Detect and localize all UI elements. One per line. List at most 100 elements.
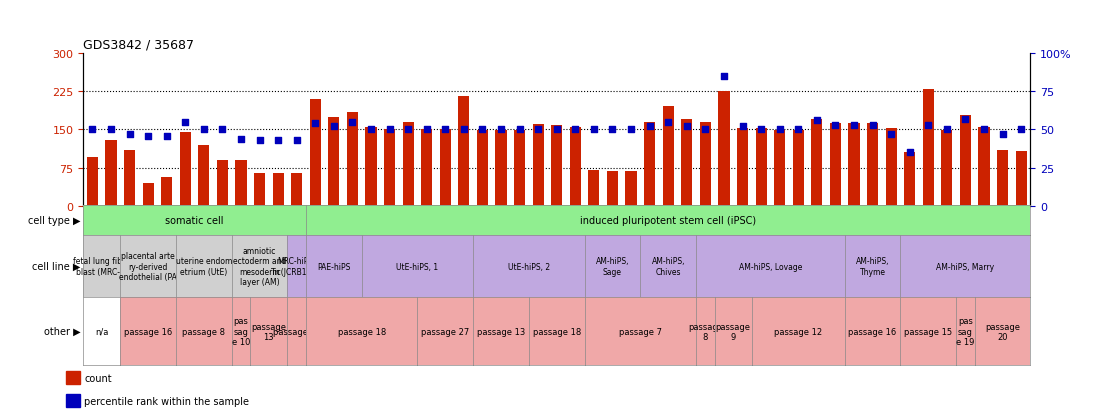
Bar [663, 107, 674, 206]
Point [752, 127, 770, 133]
Point [399, 127, 417, 133]
Text: AM-hiPS,
Sage: AM-hiPS, Sage [596, 257, 629, 276]
Bar [161, 178, 172, 206]
Text: MRC-hiPS,
Tic(JCRB1331: MRC-hiPS, Tic(JCRB1331 [271, 257, 322, 276]
Point [640, 124, 658, 131]
Point [808, 118, 825, 124]
Text: passage
8: passage 8 [688, 322, 722, 341]
Bar [756, 129, 767, 206]
Text: AM-hiPS, Marry: AM-hiPS, Marry [936, 262, 995, 271]
Point [938, 127, 956, 133]
Bar [830, 123, 841, 206]
Bar [402, 122, 413, 206]
Bar [495, 131, 506, 206]
Point [566, 127, 584, 133]
Bar [328, 117, 339, 206]
Point [102, 127, 120, 133]
Point [920, 122, 937, 129]
Bar [737, 129, 748, 206]
Point [901, 150, 919, 157]
Text: passage
13: passage 13 [252, 322, 286, 341]
Bar [217, 161, 228, 206]
Text: GDS3842 / 35687: GDS3842 / 35687 [83, 38, 194, 51]
Point [845, 122, 863, 129]
Point [381, 127, 399, 133]
Text: other ▶: other ▶ [44, 326, 81, 337]
Point [511, 127, 529, 133]
Bar [459, 97, 470, 206]
Point [492, 127, 510, 133]
Text: uterine endom
etrium (UtE): uterine endom etrium (UtE) [176, 257, 232, 276]
Bar [942, 131, 953, 206]
Bar [774, 131, 786, 206]
Bar [66, 371, 80, 385]
Text: passage 12: passage 12 [774, 327, 822, 336]
Bar [476, 131, 488, 206]
Point [307, 121, 325, 127]
Point [530, 127, 547, 133]
Text: passage 16: passage 16 [124, 327, 172, 336]
Text: pas
sag
e 10: pas sag e 10 [232, 317, 250, 346]
Text: passage 16: passage 16 [849, 327, 896, 336]
Point [623, 127, 640, 133]
Point [195, 127, 213, 133]
Bar [310, 100, 321, 206]
Bar [904, 153, 915, 206]
Point [83, 127, 101, 133]
Bar [198, 145, 209, 206]
Point [771, 127, 789, 133]
Point [140, 133, 157, 140]
Bar [86, 158, 98, 206]
Point [455, 127, 473, 133]
Bar [254, 173, 265, 206]
Text: cell type ▶: cell type ▶ [28, 216, 81, 225]
Point [233, 136, 250, 142]
Point [214, 127, 232, 133]
Text: AM-hiPS,
Thyme: AM-hiPS, Thyme [855, 257, 890, 276]
Bar [960, 116, 971, 206]
Text: UtE-hiPS, 1: UtE-hiPS, 1 [397, 262, 439, 271]
Bar [105, 140, 116, 206]
Bar [607, 172, 618, 206]
Bar [866, 123, 879, 206]
Point [269, 138, 287, 144]
Point [659, 119, 677, 126]
Point [585, 127, 603, 133]
Bar [235, 161, 247, 206]
Bar [792, 131, 803, 206]
Bar [347, 112, 358, 206]
Point [1013, 127, 1030, 133]
Bar [551, 126, 563, 206]
Point [604, 127, 622, 133]
Bar [681, 120, 692, 206]
Point [994, 131, 1012, 138]
Bar [978, 128, 989, 206]
Text: n/a: n/a [95, 327, 109, 336]
Bar [588, 171, 599, 206]
Point [678, 124, 696, 131]
Text: cell line ▶: cell line ▶ [32, 261, 81, 271]
Bar [811, 120, 822, 206]
Text: pas
sag
e 19: pas sag e 19 [956, 317, 975, 346]
Bar [440, 130, 451, 206]
Point [343, 119, 361, 126]
Point [882, 131, 900, 138]
Bar [1016, 152, 1027, 206]
Text: passage 22: passage 22 [273, 327, 321, 336]
Text: passage 13: passage 13 [476, 327, 525, 336]
Text: passage 7: passage 7 [619, 327, 661, 336]
Point [697, 127, 715, 133]
Bar [66, 394, 80, 407]
Point [547, 127, 565, 133]
Point [121, 131, 138, 138]
Text: AM-hiPS, Lovage: AM-hiPS, Lovage [739, 262, 802, 271]
Bar [143, 183, 154, 206]
Point [157, 133, 175, 140]
Text: count: count [84, 373, 112, 383]
Point [715, 74, 732, 80]
Bar [384, 130, 396, 206]
Bar [700, 122, 711, 206]
Bar [570, 128, 581, 206]
Text: percentile rank within the sample: percentile rank within the sample [84, 396, 249, 406]
Point [789, 127, 807, 133]
